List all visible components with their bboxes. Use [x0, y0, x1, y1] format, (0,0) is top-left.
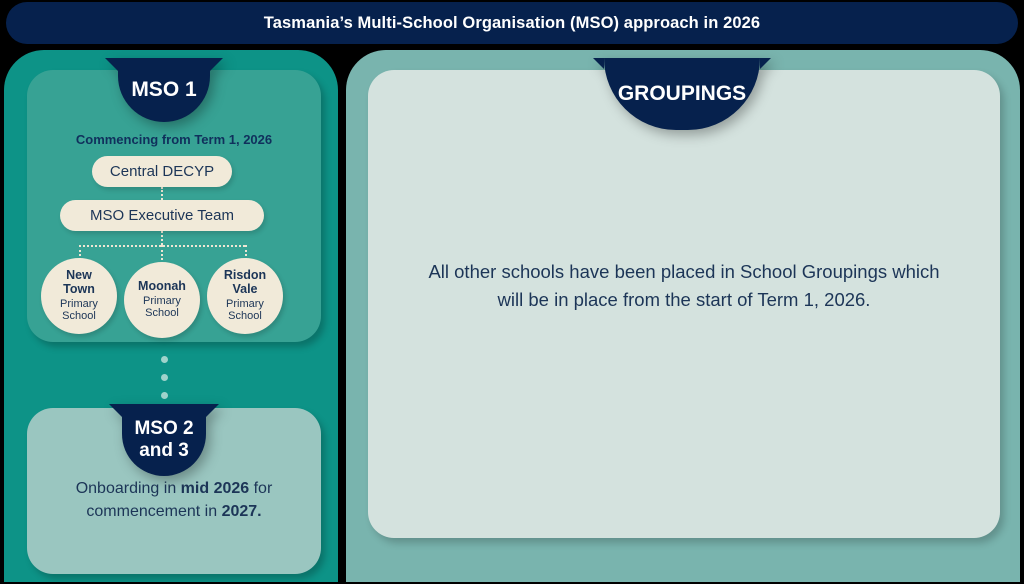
mso23-badge-label: MSO 2 and 3: [134, 417, 194, 461]
node-central-decyp: Central DECYP: [92, 156, 232, 187]
connector-drop-school-3: [245, 245, 247, 260]
panel-link-dot-3-icon: [161, 392, 168, 399]
mso23-badge: MSO 2 and 3: [109, 404, 219, 476]
connector-central-to-exec: [161, 187, 163, 200]
ribbon-tail-right-icon: [760, 58, 771, 69]
ribbon-tail-left-icon: [109, 404, 122, 417]
ribbon-tail-left-icon: [593, 58, 604, 69]
connector-exec-to-bar: [161, 231, 163, 245]
page-title: Tasmania’s Multi-School Organisation (MS…: [263, 13, 761, 32]
ribbon-tail-left-icon: [105, 58, 118, 71]
mso1-subtitle: Commencing from Term 1, 2026: [75, 132, 273, 147]
mso23-body-text: Onboarding in mid 2026 for commencement …: [75, 480, 273, 520]
school-node-2-type: Primary School: [143, 295, 181, 320]
connector-drop-school-1: [79, 245, 81, 260]
school-node-2: Moonah Primary School: [124, 262, 200, 338]
connector-drop-school-2: [161, 245, 163, 260]
panel-link-dot-1-icon: [161, 356, 168, 363]
school-node-3-type: Primary School: [226, 297, 264, 323]
node-mso-executive-team: MSO Executive Team: [60, 200, 264, 231]
school-node-3: Risdon Vale Primary School: [207, 258, 283, 334]
panel-link-dot-2-icon: [161, 374, 168, 381]
school-node-1-name: New Town: [63, 268, 95, 297]
page-title-bar: Tasmania’s Multi-School Organisation (MS…: [6, 2, 1018, 44]
school-node-2-name: Moonah: [138, 279, 186, 294]
groupings-panel: [368, 70, 1000, 538]
school-node-3-name: Risdon Vale: [223, 268, 267, 297]
ribbon-tail-right-icon: [210, 58, 223, 71]
school-node-1-type: Primary School: [60, 297, 98, 323]
ribbon-tail-right-icon: [206, 404, 219, 417]
mso1-badge-label: MSO 1: [131, 78, 197, 101]
groupings-badge-label: GROUPINGS: [617, 82, 747, 105]
school-node-1: New Town Primary School: [41, 258, 117, 334]
groupings-body-text: All other schools have been placed in Sc…: [428, 261, 940, 311]
